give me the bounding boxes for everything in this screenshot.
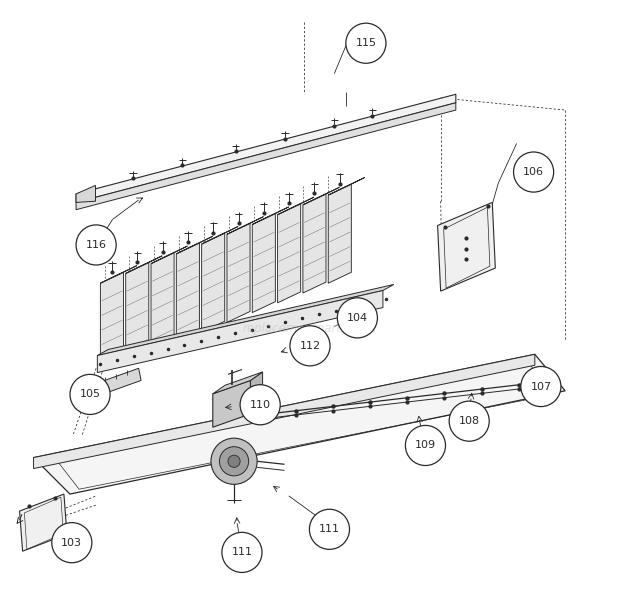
Polygon shape [126,256,162,273]
Circle shape [449,401,489,441]
Polygon shape [76,185,95,202]
Circle shape [240,385,280,425]
Circle shape [346,23,386,63]
Polygon shape [97,290,383,373]
Polygon shape [278,204,301,303]
Polygon shape [303,194,326,293]
Text: 109: 109 [415,440,436,451]
Circle shape [405,426,446,465]
Polygon shape [227,217,264,234]
Polygon shape [76,103,456,209]
Circle shape [513,152,554,192]
Text: 104: 104 [347,313,368,323]
Polygon shape [151,246,187,264]
Text: 115: 115 [355,38,376,48]
Polygon shape [100,266,137,283]
Circle shape [211,438,257,484]
Polygon shape [126,262,149,362]
Circle shape [309,509,350,549]
Text: 111: 111 [319,524,340,534]
Polygon shape [227,224,250,322]
Text: 110: 110 [250,400,271,410]
Text: 116: 116 [86,240,107,250]
Polygon shape [151,253,174,352]
Polygon shape [202,233,224,332]
Circle shape [70,375,110,415]
Text: 111: 111 [231,547,252,557]
Polygon shape [438,202,495,291]
Circle shape [219,446,249,476]
Circle shape [222,532,262,572]
Polygon shape [96,368,141,396]
Polygon shape [202,227,238,244]
Polygon shape [76,94,456,202]
Circle shape [290,326,330,366]
Text: replacementparts.com: replacementparts.com [243,322,377,336]
Text: 108: 108 [459,416,480,426]
Polygon shape [213,381,250,428]
Polygon shape [303,188,339,205]
Polygon shape [213,372,263,394]
Polygon shape [176,236,213,254]
Text: 106: 106 [523,167,544,177]
Circle shape [51,523,92,563]
Circle shape [337,298,378,338]
Polygon shape [100,272,123,371]
Text: 112: 112 [299,341,321,351]
Text: 107: 107 [530,381,551,392]
Polygon shape [278,197,314,215]
Polygon shape [252,207,289,225]
Polygon shape [250,372,263,414]
Polygon shape [33,354,565,494]
Polygon shape [20,494,67,551]
Polygon shape [328,177,365,195]
Text: 103: 103 [61,538,82,547]
Polygon shape [97,284,394,356]
Circle shape [521,367,561,407]
Circle shape [76,225,116,265]
Polygon shape [328,184,352,283]
Polygon shape [33,354,535,468]
Text: 105: 105 [79,389,100,400]
Polygon shape [252,214,275,312]
Circle shape [228,455,240,467]
Polygon shape [176,243,200,342]
